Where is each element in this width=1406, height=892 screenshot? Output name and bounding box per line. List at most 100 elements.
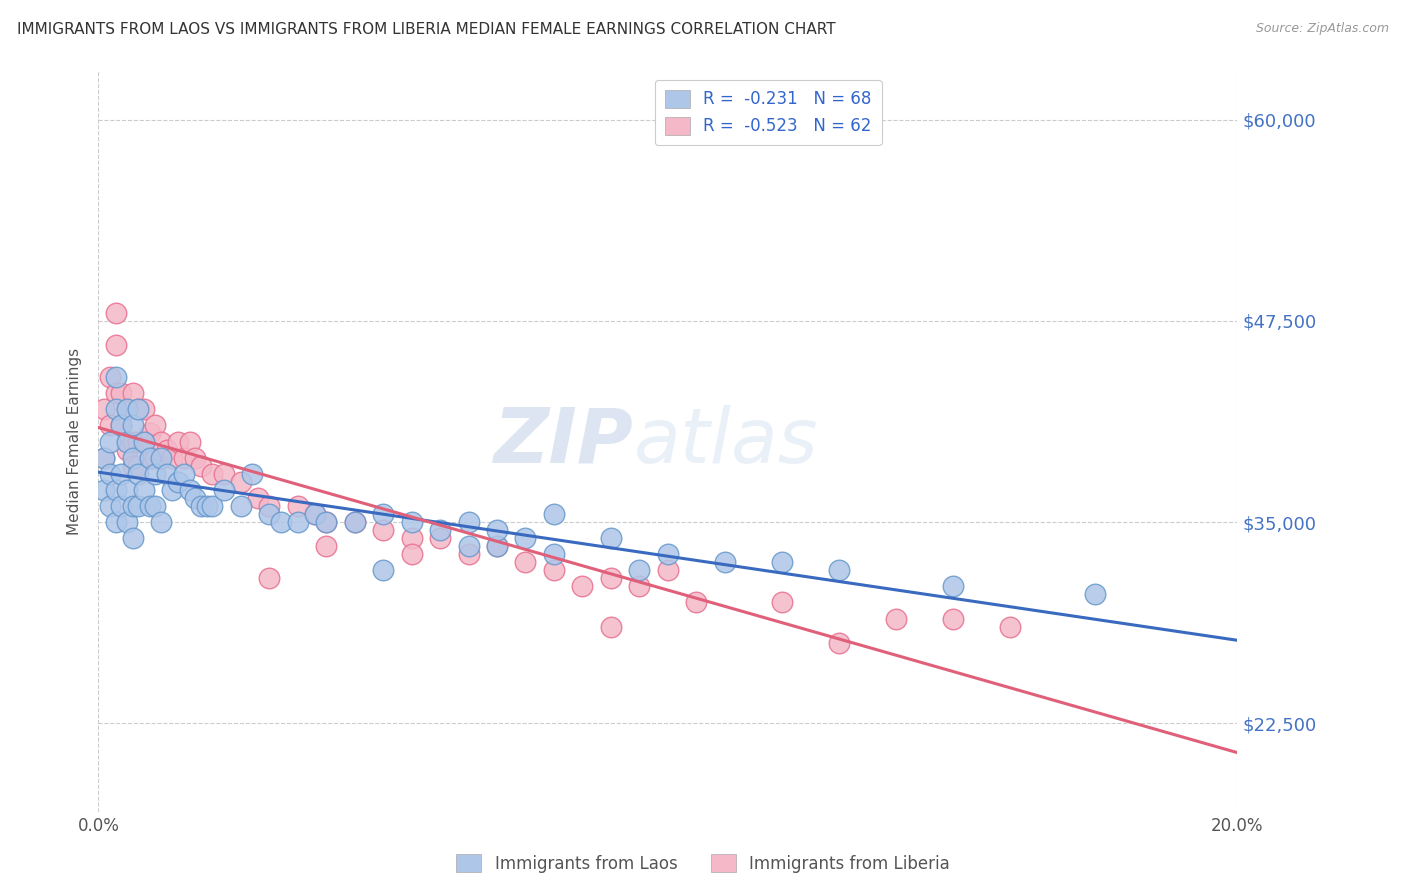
Point — [121, 499, 143, 513]
Point — [515, 531, 537, 545]
Point — [110, 386, 132, 401]
Point — [98, 499, 121, 513]
Point — [93, 402, 115, 417]
Point — [132, 402, 155, 417]
Point — [212, 483, 235, 497]
Point — [104, 515, 127, 529]
Point — [195, 499, 218, 513]
Point — [150, 450, 173, 465]
Point — [401, 531, 423, 545]
Point — [104, 370, 127, 384]
Point — [173, 450, 195, 465]
Point — [173, 467, 195, 481]
Point — [770, 555, 793, 569]
Point — [190, 499, 212, 513]
Point — [628, 563, 651, 577]
Point — [162, 450, 184, 465]
Point — [184, 450, 207, 465]
Point — [270, 515, 292, 529]
Point — [121, 458, 143, 473]
Point — [115, 434, 138, 449]
Point — [600, 619, 623, 633]
Point — [212, 467, 235, 481]
Point — [942, 611, 965, 625]
Point — [98, 434, 121, 449]
Point — [315, 539, 337, 553]
Point — [138, 450, 160, 465]
Point — [110, 418, 132, 433]
Point — [184, 491, 207, 505]
Point — [543, 563, 565, 577]
Text: Source: ZipAtlas.com: Source: ZipAtlas.com — [1256, 22, 1389, 36]
Point — [115, 515, 138, 529]
Point — [515, 555, 537, 569]
Point — [240, 467, 263, 481]
Point — [246, 491, 269, 505]
Point — [110, 467, 132, 481]
Point — [115, 402, 138, 417]
Point — [343, 515, 366, 529]
Point — [543, 547, 565, 561]
Point — [98, 370, 121, 384]
Point — [121, 450, 143, 465]
Point — [93, 483, 115, 497]
Point — [127, 434, 149, 449]
Point — [138, 450, 160, 465]
Y-axis label: Median Female Earnings: Median Female Earnings — [67, 348, 83, 535]
Point — [127, 402, 149, 417]
Point — [121, 386, 143, 401]
Point — [315, 515, 337, 529]
Point — [457, 515, 479, 529]
Point — [162, 483, 184, 497]
Point — [145, 418, 167, 433]
Point — [115, 434, 138, 449]
Point — [1084, 587, 1107, 601]
Point — [714, 555, 737, 569]
Text: IMMIGRANTS FROM LAOS VS IMMIGRANTS FROM LIBERIA MEDIAN FEMALE EARNINGS CORRELATI: IMMIGRANTS FROM LAOS VS IMMIGRANTS FROM … — [17, 22, 835, 37]
Point — [259, 499, 281, 513]
Point — [457, 547, 479, 561]
Point — [600, 531, 623, 545]
Point — [132, 483, 155, 497]
Point — [457, 539, 479, 553]
Point — [259, 507, 281, 521]
Point — [600, 571, 623, 585]
Point — [104, 402, 127, 417]
Point — [201, 499, 224, 513]
Point — [150, 434, 173, 449]
Point — [104, 306, 127, 320]
Point — [98, 467, 121, 481]
Point — [115, 402, 138, 417]
Point — [145, 450, 167, 465]
Point — [127, 402, 149, 417]
Point — [93, 450, 115, 465]
Point — [998, 619, 1021, 633]
Point — [486, 523, 509, 537]
Point — [287, 515, 309, 529]
Point — [104, 483, 127, 497]
Point — [770, 595, 793, 609]
Point — [156, 442, 179, 457]
Point — [828, 563, 851, 577]
Point — [304, 507, 326, 521]
Point — [942, 579, 965, 593]
Point — [429, 523, 451, 537]
Legend: R =  -0.231   N = 68, R =  -0.523   N = 62: R = -0.231 N = 68, R = -0.523 N = 62 — [655, 79, 882, 145]
Point — [343, 515, 366, 529]
Point — [127, 499, 149, 513]
Point — [145, 499, 167, 513]
Point — [287, 499, 309, 513]
Point — [132, 434, 155, 449]
Point — [429, 531, 451, 545]
Point — [259, 571, 281, 585]
Point — [828, 636, 851, 650]
Point — [657, 547, 679, 561]
Point — [201, 467, 224, 481]
Point — [304, 507, 326, 521]
Point — [373, 523, 395, 537]
Point — [486, 539, 509, 553]
Point — [315, 515, 337, 529]
Point — [179, 483, 201, 497]
Point — [571, 579, 593, 593]
Point — [685, 595, 707, 609]
